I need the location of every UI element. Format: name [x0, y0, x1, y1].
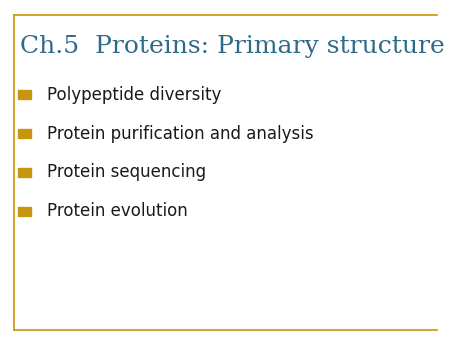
Bar: [18, 207, 31, 216]
Text: Polypeptide diversity: Polypeptide diversity: [47, 86, 221, 104]
Bar: [18, 90, 31, 99]
Text: Protein purification and analysis: Protein purification and analysis: [47, 124, 314, 143]
Bar: [18, 168, 31, 177]
Text: Protein evolution: Protein evolution: [47, 202, 188, 220]
Text: Protein sequencing: Protein sequencing: [47, 163, 207, 182]
Text: Ch.5  Proteins: Primary structure: Ch.5 Proteins: Primary structure: [20, 35, 445, 58]
Bar: [18, 129, 31, 138]
